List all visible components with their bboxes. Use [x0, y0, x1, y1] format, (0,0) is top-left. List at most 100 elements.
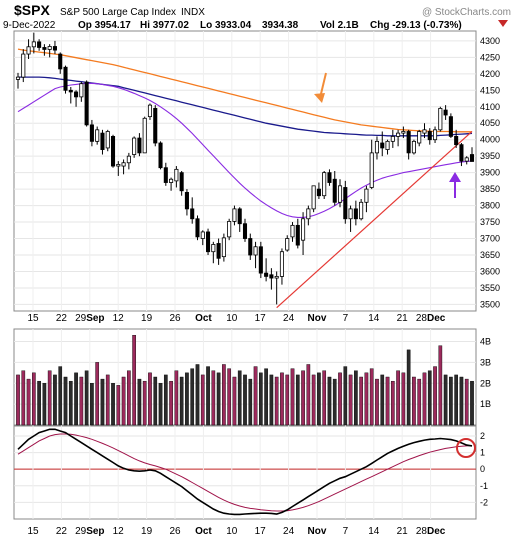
- candle-body: [258, 246, 263, 274]
- volume-bar: [100, 378, 105, 426]
- candle-body: [121, 162, 126, 167]
- candle-body: [116, 164, 121, 167]
- volume-bar: [105, 374, 110, 426]
- volume-bar: [290, 368, 295, 426]
- volume-bar: [443, 374, 448, 426]
- volume-tick-label: 3B: [480, 357, 491, 367]
- volume-bar: [317, 372, 321, 426]
- price-tick-label: 3700: [480, 234, 500, 244]
- candle-body: [264, 272, 269, 277]
- candle-body: [369, 152, 374, 188]
- volume-bar: [354, 370, 358, 426]
- x-tick-label: 28Dec: [416, 526, 446, 537]
- candle-body: [232, 208, 237, 222]
- purple-arrow-head: [449, 172, 461, 182]
- quote-change: Chg -29.13 (-0.73%): [370, 20, 462, 31]
- volume-bar: [375, 378, 379, 426]
- candle-body: [448, 116, 453, 137]
- indicator-tick-label: -1: [480, 481, 488, 491]
- volume-bar: [42, 383, 47, 426]
- x-tick-label: 17: [255, 526, 267, 537]
- volume-bar: [58, 366, 63, 426]
- candle-body: [301, 218, 306, 241]
- x-axis-labels: 15 15 22 22 29Sep 29Sep 12 12 19 19 26 26 Oct Oct 10 10…: [27, 313, 445, 537]
- ma-200-path: [17, 48, 472, 133]
- candle-body: [332, 178, 337, 203]
- volume-bar: [190, 368, 195, 426]
- candle-body: [380, 142, 385, 149]
- candle-body: [158, 142, 163, 169]
- quote-low-label: Lo 3933.04: [200, 20, 252, 31]
- candle-body: [174, 168, 179, 182]
- trendline-path: [276, 131, 473, 309]
- candle-body: [58, 53, 63, 70]
- candle-body: [443, 109, 448, 116]
- volume-bar: [185, 372, 189, 426]
- candle-body: [110, 136, 116, 167]
- annotations: [314, 72, 476, 458]
- candle-body: [142, 117, 147, 154]
- volume-bar: [53, 374, 57, 426]
- x-tick-label: 7: [343, 526, 349, 537]
- volume-bar: [127, 370, 131, 426]
- candle-body: [422, 129, 427, 134]
- trendline: [276, 131, 473, 309]
- candle-body: [132, 137, 137, 155]
- ma-20-path: [17, 82, 473, 218]
- quote-close: 3934.38: [262, 20, 299, 31]
- candle-body: [390, 136, 395, 142]
- volume-bar: [121, 376, 126, 426]
- price-tick-label: 4000: [480, 135, 500, 145]
- candle-body: [364, 188, 369, 203]
- candle-body: [63, 66, 68, 91]
- x-tick-label: 22: [56, 526, 68, 537]
- volume-bar: [348, 374, 353, 426]
- candle-body: [295, 224, 300, 246]
- volume-bar: [364, 372, 369, 426]
- candle-body: [211, 244, 216, 253]
- candle-body: [163, 167, 168, 183]
- x-tick-label: 22: [56, 313, 68, 324]
- candles: [15, 32, 475, 305]
- volume-bar: [206, 366, 210, 426]
- candle-body: [79, 83, 84, 98]
- volume-bar: [343, 366, 348, 426]
- candle-body: [306, 208, 311, 220]
- volume-bar: [438, 345, 443, 426]
- volume-bar: [449, 376, 453, 426]
- volume-bar: [137, 378, 142, 426]
- volume-bar: [237, 370, 242, 426]
- candle-body: [343, 187, 348, 220]
- price-panel: [13, 30, 477, 312]
- candle-body: [153, 108, 158, 144]
- candle-body: [137, 137, 142, 154]
- price-tick-label: 3600: [480, 266, 500, 276]
- x-tick-label: 10: [226, 313, 238, 324]
- candle-body: [274, 276, 279, 279]
- exchange: INDX: [181, 7, 205, 18]
- volume-bar: [84, 370, 89, 426]
- volume-bar: [26, 378, 31, 426]
- candle-body: [206, 231, 211, 253]
- x-tick-label: 17: [255, 313, 267, 324]
- candle-body: [248, 238, 253, 256]
- index-name: S&P 500 Large Cap Index: [60, 7, 176, 18]
- volume-bar: [280, 372, 284, 426]
- x-tick-label: 10: [226, 526, 238, 537]
- x-tick-label: Nov: [308, 526, 327, 537]
- volume-bar: [427, 370, 432, 426]
- candle-body: [401, 131, 406, 134]
- volume-bar: [380, 374, 385, 426]
- candle-body: [322, 172, 327, 197]
- volume-bar: [200, 374, 205, 426]
- x-tick-label: 15: [27, 526, 39, 537]
- highlight-circle: [456, 438, 476, 458]
- volume-bar: [295, 374, 300, 426]
- candle-body: [37, 41, 42, 48]
- volume-bar: [142, 380, 147, 426]
- x-tick-label: 19: [141, 526, 153, 537]
- quote-open: Op 3954.17: [78, 20, 131, 31]
- volume-bar: [422, 372, 427, 426]
- candle-body: [411, 140, 416, 154]
- x-tick-label: Nov: [308, 313, 327, 324]
